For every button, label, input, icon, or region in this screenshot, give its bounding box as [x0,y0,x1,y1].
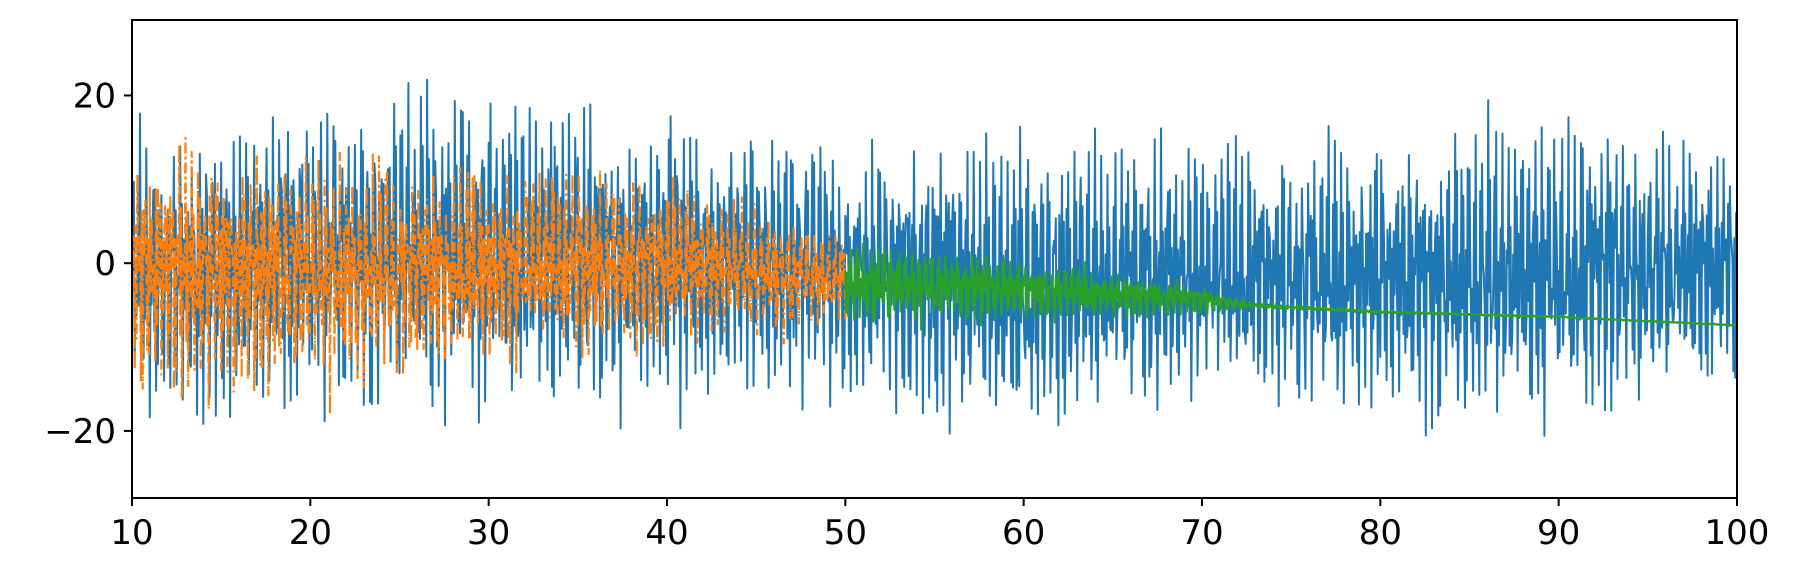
y-tick-label-2: 20 [73,76,116,116]
series-line-3 [844,242,1737,331]
y-tick-label-0: −20 [44,412,116,452]
series-layer [132,78,1737,437]
x-tick-label-40: 40 [645,513,688,553]
y-axis: −20 0 20 [44,76,132,452]
x-tick-label-50: 50 [824,513,867,553]
plot-frame [131,19,1738,499]
series-line-1 [132,78,1737,437]
x-tick-label-10: 10 [110,513,153,553]
x-tick-label-20: 20 [289,513,332,553]
x-tick-label-30: 30 [467,513,510,553]
x-tick-label-60: 60 [1002,513,1045,553]
y-tick-label-1: 0 [94,244,116,284]
series-line-2 [132,136,847,415]
x-tick-label-90: 90 [1537,513,1580,553]
x-axis: 10 20 30 40 50 60 70 80 90 100 [110,498,1769,553]
x-tick-label-80: 80 [1359,513,1402,553]
x-tick-label-70: 70 [1180,513,1223,553]
x-tick-label-100: 100 [1705,513,1770,553]
